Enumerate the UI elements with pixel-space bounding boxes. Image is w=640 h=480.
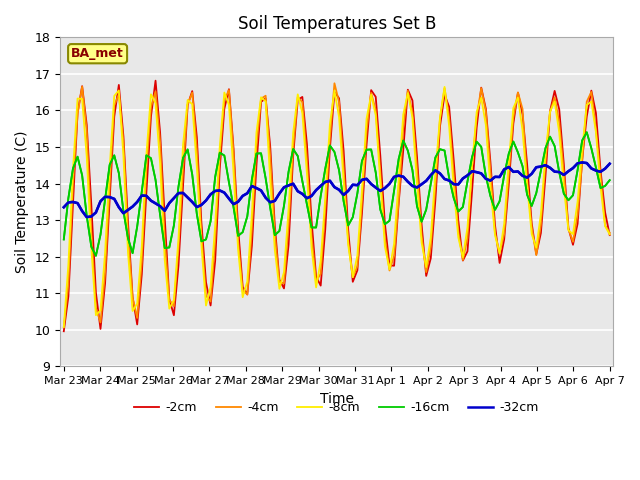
- X-axis label: Time: Time: [320, 392, 354, 406]
- Y-axis label: Soil Temperature (C): Soil Temperature (C): [15, 131, 29, 273]
- Title: Soil Temperatures Set B: Soil Temperatures Set B: [237, 15, 436, 33]
- Legend: -2cm, -4cm, -8cm, -16cm, -32cm: -2cm, -4cm, -8cm, -16cm, -32cm: [129, 396, 544, 420]
- Text: BA_met: BA_met: [71, 47, 124, 60]
